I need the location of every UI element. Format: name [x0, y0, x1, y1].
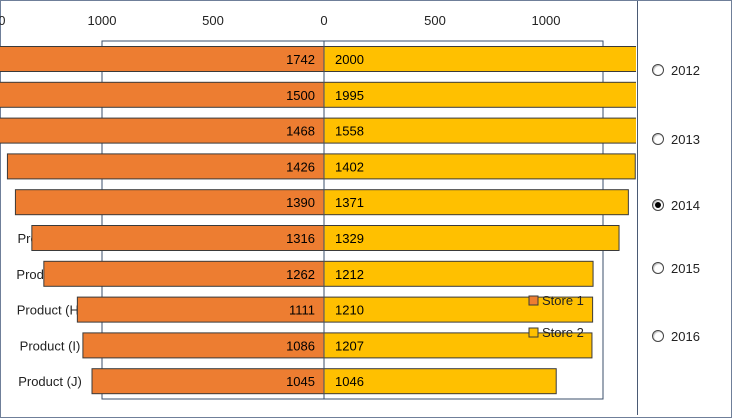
bar-store-1 — [0, 46, 325, 72]
bar-store-2 — [323, 225, 620, 251]
bar-store-1 — [91, 368, 325, 395]
radio-button-icon[interactable] — [652, 330, 664, 342]
category-label: Product (I) — [20, 338, 81, 353]
year-radio-2012[interactable]: 2012 — [652, 60, 700, 80]
legend-swatch — [528, 327, 539, 338]
data-label-store-2: 1210 — [335, 303, 364, 318]
data-label-store-1: 1262 — [286, 267, 315, 282]
bar-store-2 — [323, 153, 636, 180]
bar-store-2 — [323, 46, 636, 72]
data-label-store-2: 1371 — [335, 195, 364, 210]
data-label-store-1: 1500 — [286, 88, 315, 103]
data-label-store-2: 2000 — [335, 52, 364, 67]
bar-store-1 — [0, 81, 325, 108]
data-label-store-2: 1207 — [335, 338, 364, 353]
data-label-store-1: 1390 — [286, 195, 315, 210]
category-label: Product (J) — [18, 374, 82, 389]
radio-button-icon[interactable] — [652, 64, 664, 76]
radio-label: 2015 — [671, 260, 700, 276]
x-tick-label: 500 — [202, 13, 224, 28]
x-tick-label: 1000 — [532, 13, 561, 28]
data-label-store-1: 1742 — [286, 52, 315, 67]
bar-store-1 — [0, 117, 325, 144]
data-label-store-2: 1995 — [335, 88, 364, 103]
data-label-store-1: 1426 — [286, 159, 315, 174]
bar-store-1 — [43, 260, 325, 287]
data-label-store-2: 1402 — [335, 159, 364, 174]
x-tick-label: 1000 — [88, 13, 117, 28]
bar-store-1 — [31, 225, 325, 251]
data-label-store-1: 1468 — [286, 124, 315, 139]
x-tick-label: 500 — [424, 13, 446, 28]
bar-store-2 — [323, 260, 594, 287]
year-selector-panel: 2012 2013 2014 2015 2016 — [637, 1, 731, 415]
plot-area — [101, 40, 604, 400]
data-label-store-2: 1329 — [335, 231, 364, 246]
radio-button-icon[interactable] — [652, 133, 664, 145]
radio-label: 2013 — [671, 131, 700, 147]
year-radio-2014[interactable]: 2014 — [652, 195, 700, 215]
data-label-store-1: 1316 — [286, 231, 315, 246]
radio-label: 2016 — [671, 328, 700, 344]
radio-button-icon[interactable] — [652, 262, 664, 274]
bar-store-1 — [76, 296, 325, 323]
data-label-store-1: 1086 — [286, 338, 315, 353]
x-tick-label: 0 — [320, 13, 327, 28]
bar-store-2 — [323, 81, 636, 108]
legend-swatch — [528, 295, 539, 306]
year-radio-2015[interactable]: 2015 — [652, 258, 700, 278]
bar-store-1 — [82, 332, 325, 359]
category-label: Product (H) — [17, 303, 83, 318]
data-label-store-1: 1045 — [286, 374, 315, 389]
x-tick-label: 1500 — [0, 13, 5, 28]
population-pyramid-chart: 20001500100050005001000150020002500Produ… — [0, 13, 636, 400]
bar-store-1 — [6, 153, 325, 180]
data-label-store-2: 1046 — [335, 374, 364, 389]
radio-label: 2014 — [671, 197, 700, 213]
data-label-store-2: 1212 — [335, 267, 364, 282]
radio-label: 2012 — [671, 62, 700, 78]
bar-store-2 — [323, 117, 636, 144]
data-label-store-1: 1111 — [289, 303, 315, 318]
radio-button-icon[interactable] — [652, 199, 664, 211]
year-radio-2013[interactable]: 2013 — [652, 129, 700, 149]
bar-store-2 — [323, 189, 629, 216]
legend-label: Store 1 — [542, 293, 584, 308]
legend-label: Store 2 — [542, 325, 584, 340]
bar-store-1 — [14, 189, 325, 216]
data-label-store-2: 1558 — [335, 124, 364, 139]
year-radio-2016[interactable]: 2016 — [652, 326, 700, 346]
